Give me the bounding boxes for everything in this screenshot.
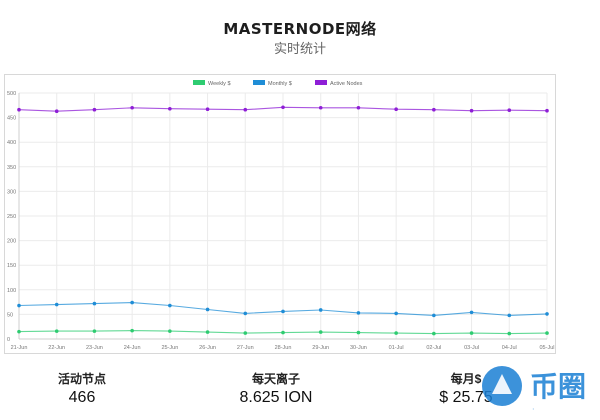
- stat-monthly-usd: 每月$ $ 25.75: [386, 370, 546, 407]
- x-tick-label: 01-Jul: [389, 345, 404, 351]
- data-point: [54, 302, 59, 307]
- stat-active-nodes: 活动节点 466: [2, 370, 162, 407]
- data-point: [507, 108, 512, 113]
- data-point: [281, 330, 285, 335]
- x-tick-label: 25-Jun: [161, 345, 178, 351]
- data-point: [545, 108, 549, 113]
- stat-value: $ 25.75: [439, 389, 493, 406]
- legend-swatch: [193, 80, 205, 85]
- chart-frame: 0 50 100 150 200 250 300 350 400 450 500 21-Jun 22-J…: [4, 74, 556, 354]
- data-point: [168, 106, 172, 111]
- stat-label: 每天离子: [251, 372, 300, 386]
- watermark-text: 币圈: [530, 370, 586, 403]
- legend-swatch: [315, 80, 327, 85]
- data-point: [54, 109, 59, 114]
- data-point: [281, 105, 285, 110]
- data-point: [92, 329, 97, 333]
- data-point: [469, 108, 474, 113]
- data-point: [168, 329, 172, 333]
- y-tick-label: 200: [7, 239, 16, 245]
- data-point: [205, 307, 210, 312]
- data-point: [205, 330, 210, 334]
- data-point: [130, 328, 134, 333]
- data-point: [432, 331, 436, 336]
- page-subtitle: 实时统计: [273, 41, 326, 56]
- x-tick-label: 30-Jun: [350, 345, 367, 351]
- y-tick-label: 450: [7, 116, 16, 122]
- data-point: [356, 311, 361, 315]
- y-tick-label: 400: [7, 140, 16, 146]
- data-point: [92, 107, 97, 112]
- data-point: [243, 107, 248, 112]
- y-tick-label: 300: [7, 189, 16, 195]
- legend-label: Monthly $: [268, 81, 292, 87]
- x-tick-label: 04-Jul: [502, 345, 517, 351]
- data-point: [318, 105, 323, 110]
- legend-label: Active Nodes: [330, 81, 363, 87]
- data-point: [432, 107, 436, 112]
- data-point: [281, 309, 285, 314]
- legend-swatch: [253, 80, 265, 85]
- data-point: [243, 311, 248, 316]
- page-title: MASTERNODE网络: [223, 20, 377, 38]
- data-point: [545, 312, 549, 316]
- x-tick-label: 23-Jun: [86, 345, 103, 351]
- x-tick-label: 22-Jun: [48, 345, 65, 351]
- data-point: [205, 107, 210, 112]
- data-point: [394, 107, 398, 112]
- data-point: [394, 311, 398, 316]
- site-watermark-logo: 币圈 ·: [478, 356, 600, 420]
- data-point: [130, 300, 134, 305]
- stat-value: 466: [68, 389, 96, 406]
- data-point: [432, 313, 436, 318]
- data-point: [17, 107, 21, 112]
- stat-label: 活动节点: [57, 372, 106, 386]
- stat-value: 8.625 ION: [239, 389, 313, 406]
- data-point: [243, 331, 248, 335]
- data-point: [356, 330, 361, 335]
- stat-daily-ion: 每天离子 8.625 ION: [196, 370, 356, 407]
- line-chart: 0 50 100 150 200 250 300 350 400 450 500 21-Jun 22-J…: [7, 80, 555, 351]
- data-point: [318, 308, 323, 312]
- y-tick-label: 100: [7, 288, 16, 294]
- y-tick-label: 150: [7, 263, 16, 269]
- y-tick-label: 500: [7, 91, 16, 97]
- x-tick-label: 24-Jun: [124, 345, 141, 351]
- x-tick-label: 21-Jun: [11, 345, 28, 351]
- data-point: [318, 330, 323, 334]
- y-tick-label: 0: [7, 337, 10, 343]
- y-tick-label: 50: [7, 312, 13, 318]
- data-point: [507, 313, 512, 318]
- stats-row: 活动节点 466 每天离子 8.625 ION 每月$ $ 25.75: [0, 370, 600, 420]
- data-point: [168, 303, 172, 308]
- y-tick-label: 350: [7, 165, 16, 171]
- x-tick-label: 26-Jun: [199, 345, 216, 351]
- x-tick-label: 02-Jul: [426, 345, 441, 351]
- x-tick-label: 27-Jun: [237, 345, 254, 351]
- data-point: [469, 331, 474, 335]
- data-point: [54, 329, 59, 333]
- data-point: [130, 105, 134, 110]
- legend-label: Weekly $: [208, 81, 231, 87]
- data-point: [545, 331, 549, 335]
- stat-label: 每月$: [450, 372, 482, 386]
- x-tick-label: 28-Jun: [275, 345, 292, 351]
- x-tick-label: 03-Jul: [464, 345, 479, 351]
- x-tick-label: 29-Jun: [312, 345, 329, 351]
- data-point: [17, 329, 21, 334]
- x-tick-label: 05-Jul: [540, 345, 555, 351]
- data-point: [394, 331, 398, 335]
- y-tick-label: 250: [7, 214, 16, 220]
- data-point: [92, 301, 97, 306]
- data-point: [17, 303, 21, 308]
- data-point: [356, 105, 361, 110]
- data-point: [507, 331, 512, 336]
- svg-text:·: ·: [532, 405, 535, 414]
- data-point: [469, 310, 474, 315]
